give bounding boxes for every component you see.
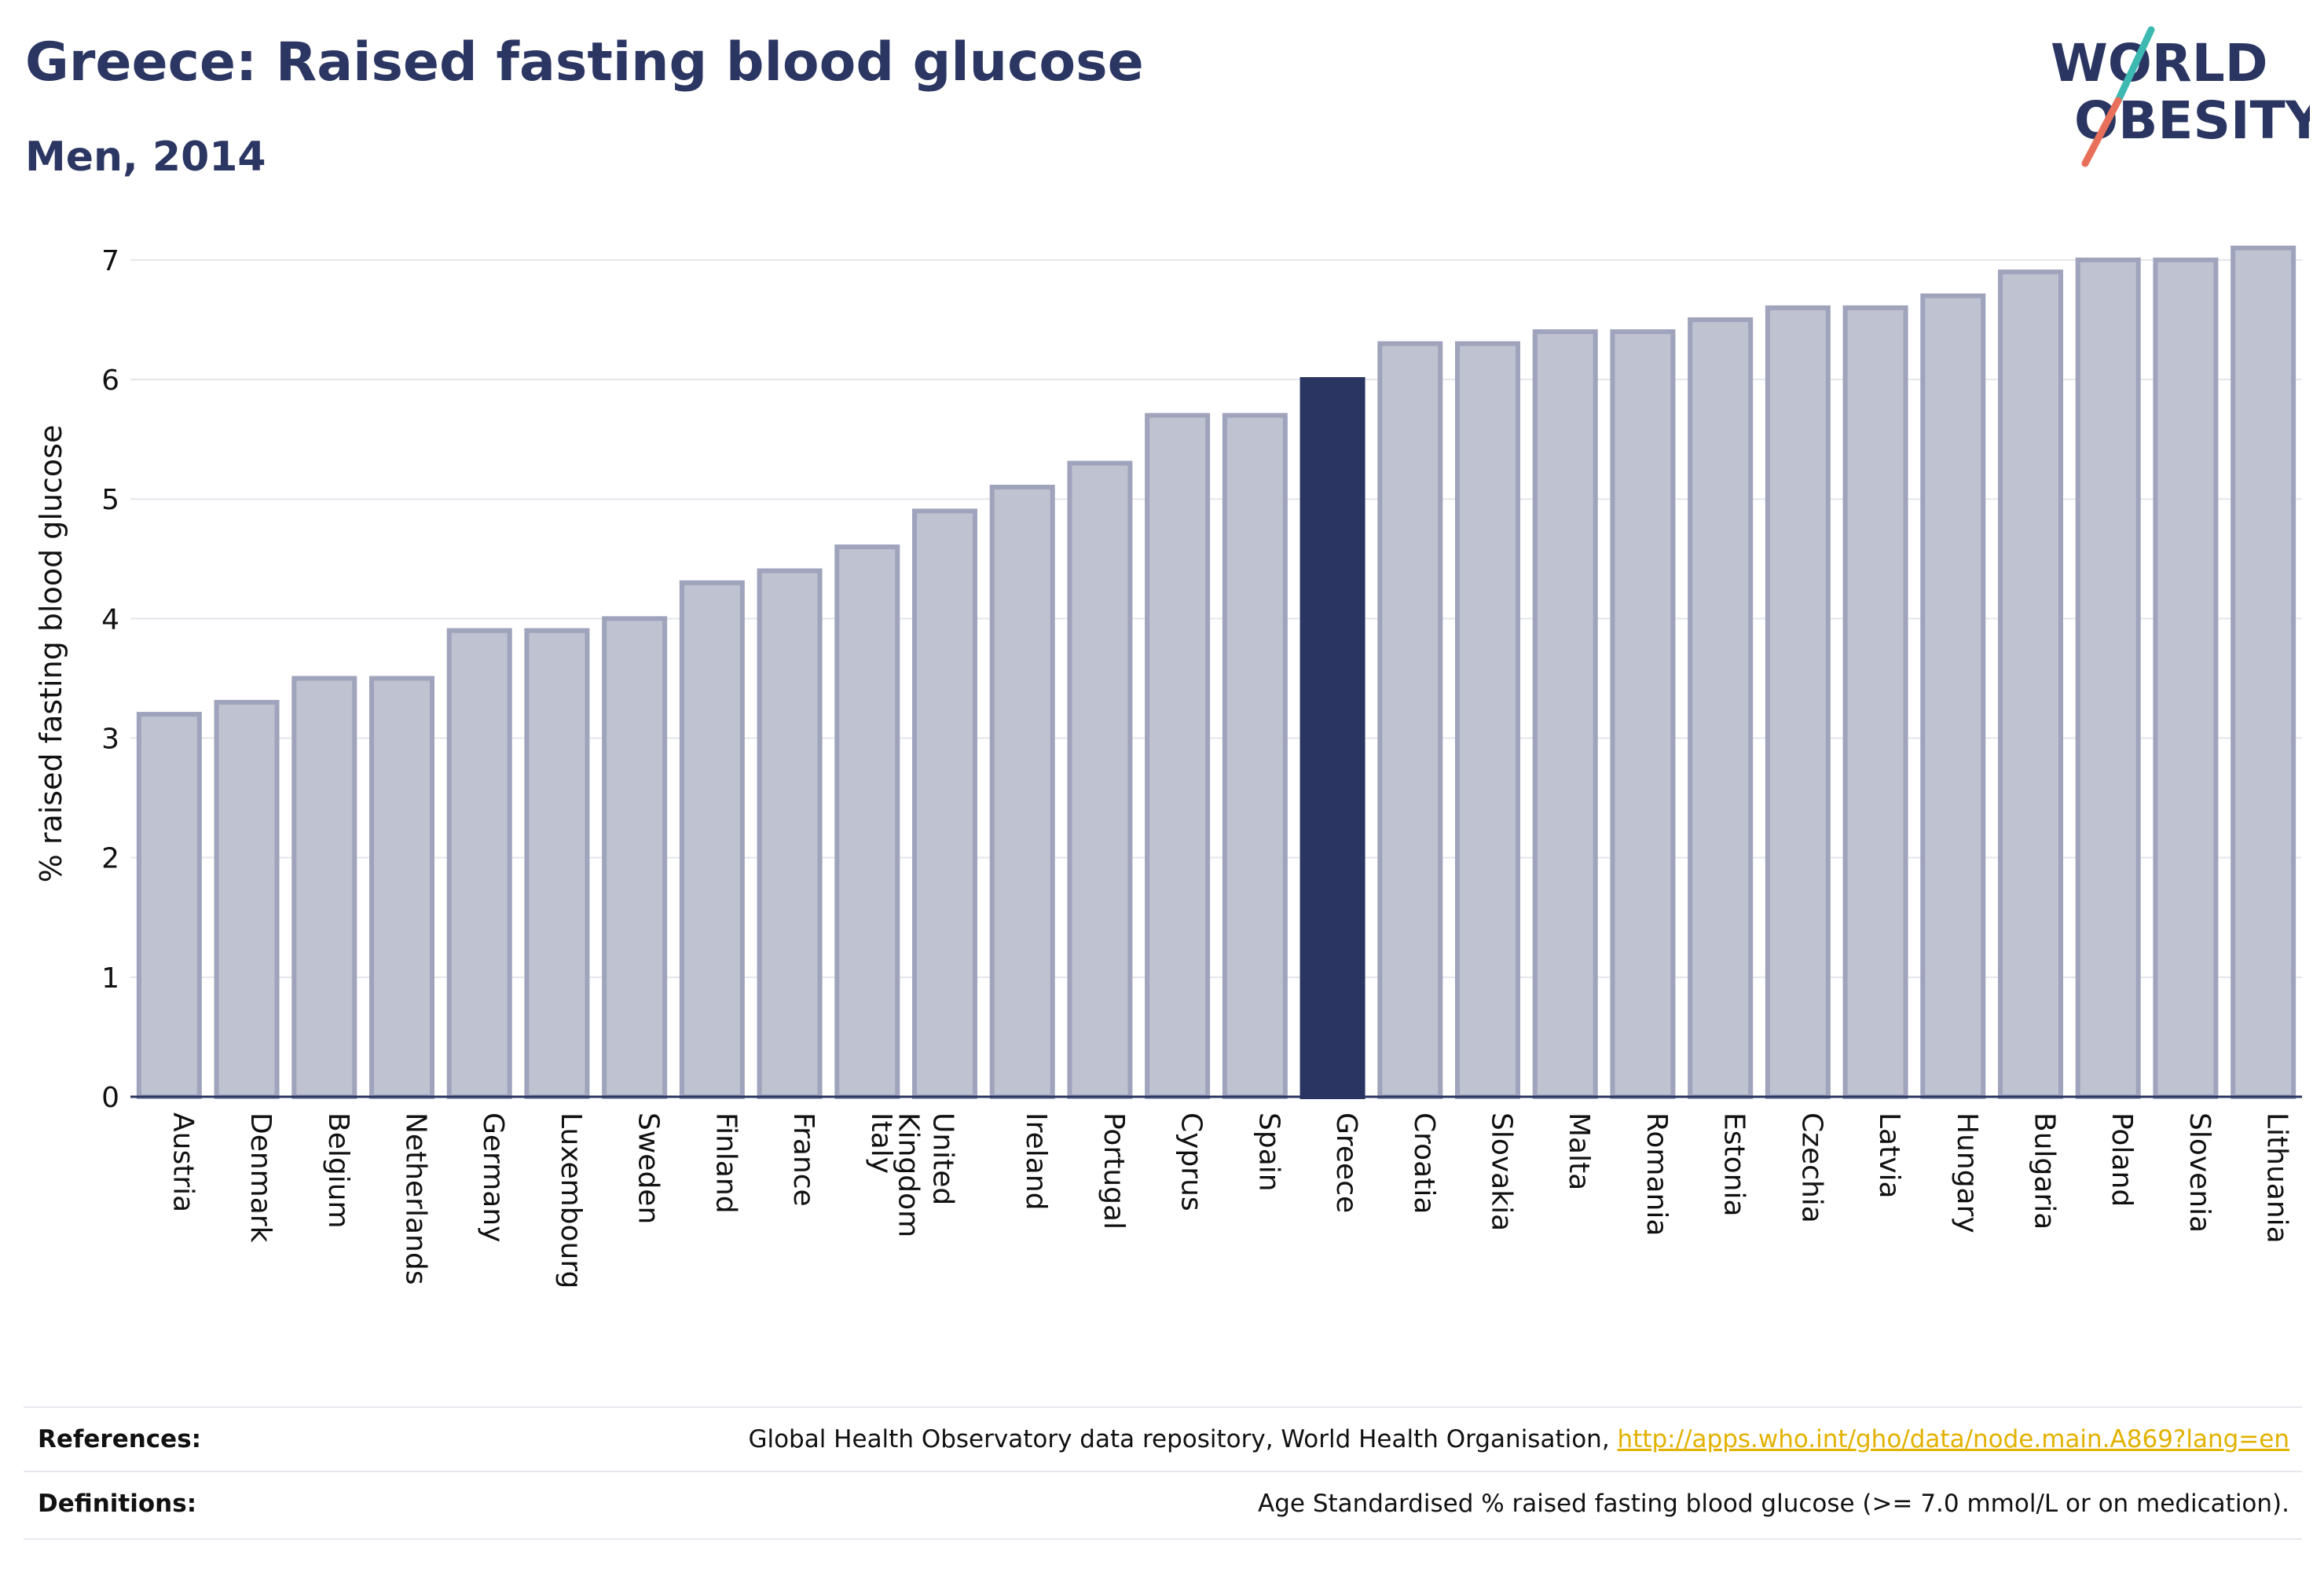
bar-france [757,568,823,1099]
bar-poland [2075,257,2141,1099]
definitions-text: Age Standardised % raised fasting blood … [1258,1490,2289,1518]
x-tick-label: UnitedKingdom [893,1112,959,1237]
y-axis-ticks: 0 1 2 3 4 5 6 7 [101,245,119,1114]
bar-slovakia [1455,341,1520,1100]
x-tick-label: Lithuania [2261,1112,2293,1244]
x-tick-label: Belgium [322,1112,354,1229]
bar-belgium [291,676,357,1099]
bar-slovenia [2153,257,2219,1099]
bar-italy [834,544,900,1099]
y-tick-label: 3 [101,724,119,756]
bar-netherlands [369,676,434,1099]
x-tick-label: Slovakia [1486,1112,1518,1231]
x-tick-label: Netherlands [400,1112,432,1285]
references-row: References: Global Health Observatory da… [24,1406,2302,1471]
x-tick-label: Finland [709,1112,742,1214]
bar-romania [1610,329,1676,1099]
logo-line1: WORLD [2051,33,2268,93]
y-tick-label: 7 [101,245,119,277]
bar-germany [446,628,512,1099]
bar-finland [679,580,745,1099]
logo-slash-teal [2114,26,2155,104]
x-tick-label: Poland [2106,1112,2138,1207]
x-tick-label: Hungary [1951,1112,1983,1233]
bar-austria [136,712,202,1099]
y-tick-label: 5 [101,484,119,516]
references-value: Global Health Observatory data repositor… [748,1425,2289,1453]
bars [136,245,2297,1100]
x-tick-label: Portugal [1098,1112,1130,1230]
x-tick-label: France [787,1112,819,1207]
bar-chart: 0 1 2 3 4 5 6 7 Austria Denmark Belgium Netherland… [34,245,2302,1288]
bar-spain [1222,412,1288,1099]
x-tick-label: Croatia [1408,1112,1440,1214]
x-tick-label: Spain [1252,1112,1285,1192]
x-tick-label: Denmark [244,1112,277,1243]
bar-czechia [1765,305,1831,1099]
references-link[interactable]: http://apps.who.int/gho/data/node.main.A… [1617,1425,2289,1453]
x-tick-label: Ireland [1020,1112,1052,1211]
bar-lithuania [2231,245,2297,1099]
bar-luxembourg [524,628,590,1099]
bar-hungary [1920,293,1986,1100]
x-tick-label: Bulgaria [2029,1112,2061,1230]
logo-slash-coral [2081,97,2122,167]
x-tick-label: Luxembourg [555,1112,587,1288]
x-tick-label: Cyprus [1175,1112,1208,1211]
references-label: References: [38,1425,202,1453]
x-tick-label: Germany [477,1112,509,1242]
bar-ireland [989,484,1055,1099]
x-tick-label: Latvia [1873,1112,1905,1199]
chart-subtitle: Men, 2014 [25,134,266,181]
bar-cyprus [1145,412,1211,1099]
x-tick-label: Malta [1563,1112,1595,1190]
x-tick-label: Estonia [1718,1112,1750,1217]
bar-greece [1299,377,1365,1099]
footer-bottom-rule [24,1538,2302,1540]
bar-croatia [1377,341,1443,1100]
definitions-row: Definitions: Age Standardised % raised f… [24,1471,2302,1535]
references-text: Global Health Observatory data repositor… [748,1425,1618,1453]
y-tick-label: 2 [101,843,119,875]
x-tick-label: Slovenia [2183,1112,2216,1233]
world-obesity-logo: WORLD OBESITY [2051,26,2310,167]
x-tick-label: Greece [1330,1112,1362,1213]
y-tick-label: 1 [101,962,119,995]
x-axis-labels: Austria Denmark Belgium Netherlands Germany L… [167,1112,2293,1288]
x-tick-label: Sweden [632,1112,665,1224]
y-tick-label: 0 [101,1082,119,1114]
definitions-label: Definitions: [38,1490,197,1518]
bar-estonia [1688,317,1754,1100]
bar-denmark [214,699,280,1099]
y-tick-label: 4 [101,603,119,636]
bar-portugal [1067,460,1133,1099]
bar-malta [1532,329,1598,1099]
x-tick-label: Czechia [1795,1112,1827,1223]
y-axis-label: % raised fasting blood glucose [34,425,68,883]
bar-united-kingdom [912,508,977,1099]
bar-latvia [1842,305,1908,1099]
chart-title: Greece: Raised fasting blood glucose [25,31,1144,93]
bar-bulgaria [1998,269,2063,1100]
x-tick-label: Austria [167,1112,199,1212]
bar-sweden [602,616,668,1099]
x-tick-label: Italy [865,1112,897,1174]
x-tick-label: Romania [1640,1112,1673,1236]
logo-line2: OBESITY [2074,90,2310,151]
y-tick-label: 6 [101,365,119,397]
